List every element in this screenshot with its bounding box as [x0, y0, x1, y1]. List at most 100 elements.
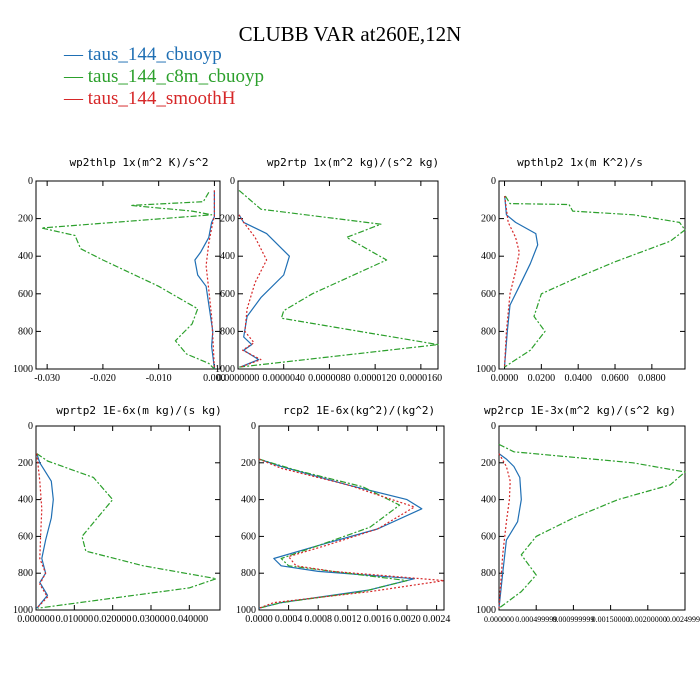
y-tick-label: 1000 — [236, 605, 256, 616]
series-line-taus_144_c8m_cbuoyp — [258, 458, 408, 609]
series-line-taus_144_cbuoyp — [194, 190, 215, 370]
panel-title-wp2rtp: wp2rtp 1x(m^2 kg)/(s^2 kg) — [266, 156, 440, 169]
y-tick-label: 1000 — [215, 364, 235, 375]
x-tick-label: 0.0000160 — [400, 373, 443, 384]
y-tick-label: 1000 — [13, 605, 33, 616]
x-tick-label: 0.0000000 — [217, 373, 260, 384]
x-tick-label: 0.0024 — [423, 614, 451, 625]
y-tick-label: 400 — [241, 495, 256, 506]
y-tick-label: 200 — [241, 458, 256, 469]
y-tick-label: 600 — [481, 289, 496, 300]
x-tick-label: 0.0000 — [245, 614, 273, 625]
x-tick-label: 0.030000 — [132, 614, 170, 625]
x-tick-label: 0.0000120 — [354, 373, 397, 384]
x-tick-label: 0.0000080 — [308, 373, 351, 384]
y-tick-label: 0 — [28, 421, 33, 432]
y-tick-label: 1000 — [13, 364, 33, 375]
y-tick-label: 800 — [481, 568, 496, 579]
y-tick-label: 800 — [18, 568, 33, 579]
x-tick-label: 0.00249999 — [666, 615, 700, 624]
y-tick-label: 200 — [18, 458, 33, 469]
x-tick-label: -0.030 — [34, 373, 60, 384]
x-tick-label: 0.0000 — [491, 373, 519, 384]
series-line-taus_144_c8m_cbuoyp — [36, 453, 217, 609]
x-tick-label: 0.00200000 — [629, 615, 667, 624]
y-tick-label: 400 — [18, 495, 33, 506]
x-tick-label: -0.020 — [90, 373, 116, 384]
legend-item-cbuoyp: — taus_144_cbuoyp — [64, 44, 222, 65]
x-tick-label: 0.000000 — [17, 614, 55, 625]
y-tick-label: 200 — [481, 458, 496, 469]
series-line-taus_144_smoothH — [36, 453, 49, 609]
y-tick-label: 400 — [481, 251, 496, 262]
x-tick-label: 0.040000 — [171, 614, 209, 625]
x-tick-label: 0.0000040 — [262, 373, 305, 384]
x-tick-label: 0.000000 — [484, 615, 514, 624]
x-tick-label: 0.020000 — [94, 614, 132, 625]
panel-2: 0.0000 0.0200 0.0400 0.0600 0.0800 0 200 400 600… — [476, 176, 686, 384]
legend-item-c8m-cbuoyp: — taus_144_c8m_cbuoyp — [64, 66, 265, 87]
plot-frame — [258, 425, 445, 611]
series-line-taus_144_smoothH — [258, 458, 445, 609]
legend-item-smoothh: — taus_144_smoothH — [64, 88, 236, 109]
panel-3: 0.000000 0.010000 0.020000 0.030000 0.040000… — [13, 421, 221, 625]
plot-frame — [237, 180, 439, 370]
series-line-taus_144_c8m_cbuoyp — [40, 191, 215, 370]
x-tick-label: 0.0200 — [528, 373, 556, 384]
x-tick-label: 0.0012 — [334, 614, 362, 625]
series-line-taus_144_smoothH — [205, 190, 215, 370]
y-tick-label: 1000 — [476, 605, 496, 616]
y-tick-label: 0 — [251, 421, 256, 432]
panel-title-wp2thlp: wp2thlp 1x(m^2 K)/s^2 — [69, 156, 209, 169]
y-tick-label: 0 — [28, 176, 33, 187]
x-tick-label: 0.010000 — [56, 614, 94, 625]
panel-4: 0.0000 0.0004 0.0008 0.0012 0.0016 0.0020 0.00… — [236, 421, 450, 625]
panel-0: -0.030 -0.020 -0.010 0.000 0 200 400 600 800 1000 — [13, 176, 226, 384]
x-tick-label: 0.000999999 — [552, 615, 594, 624]
y-tick-label: 0 — [491, 176, 496, 187]
series-line-taus_144_cbuoyp — [258, 458, 423, 609]
x-tick-label: 0.0020 — [393, 614, 421, 625]
y-tick-label: 0 — [230, 176, 235, 187]
series-line-taus_144_cbuoyp — [498, 453, 522, 609]
x-tick-label: 0.0008 — [304, 614, 332, 625]
y-tick-label: 600 — [220, 289, 235, 300]
x-tick-label: 0.0600 — [601, 373, 629, 384]
y-tick-label: 400 — [18, 251, 33, 262]
panel-5: 0.000000 0.0004999990.0009999990.00150000… — [476, 421, 700, 624]
y-tick-label: 400 — [220, 251, 235, 262]
y-tick-label: 0 — [491, 421, 496, 432]
y-tick-label: 800 — [220, 326, 235, 337]
series-line-taus_144_c8m_cbuoyp — [238, 189, 439, 368]
plot-frame — [498, 425, 686, 611]
y-tick-label: 600 — [241, 531, 256, 542]
y-tick-label: 800 — [241, 568, 256, 579]
y-tick-label: 600 — [18, 531, 33, 542]
series-line-taus_144_c8m_cbuoyp — [504, 195, 686, 368]
plot-frame — [498, 180, 686, 370]
y-tick-label: 200 — [18, 214, 33, 225]
series-line-taus_144_cbuoyp — [503, 195, 539, 368]
panel-title-wprtp2: wprtp2 1E-6x(m kg)/(s kg) — [56, 404, 222, 417]
y-tick-label: 200 — [220, 214, 235, 225]
panel-title-wp2rcp: wp2rcp 1E-3x(m^2 kg)/(s^2 kg) — [483, 404, 677, 417]
series-line-taus_144_smoothH — [498, 453, 511, 609]
y-tick-label: 800 — [481, 326, 496, 337]
series-line-taus_144_cbuoyp — [238, 214, 290, 368]
y-tick-label: 600 — [18, 289, 33, 300]
panel-title-wpthlp2: wpthlp2 1x(m K^2)/s — [517, 156, 643, 169]
y-tick-label: 1000 — [476, 364, 496, 375]
x-tick-label: 0.0016 — [364, 614, 392, 625]
page-title: CLUBB VAR at260E,12N — [238, 22, 462, 46]
series-line-taus_144_cbuoyp — [36, 453, 54, 609]
x-tick-label: 0.000499999 — [515, 615, 557, 624]
x-tick-label: 0.00150000 — [592, 615, 630, 624]
plot-frame — [35, 425, 221, 611]
x-tick-label: 0.0400 — [564, 373, 592, 384]
series-line-taus_144_c8m_cbuoyp — [498, 443, 686, 609]
panel-title-rcp2: rcp2 1E-6x(kg^2)/(kg^2) — [282, 404, 436, 417]
x-tick-label: 0.0800 — [638, 373, 666, 384]
series-line-taus_144_smoothH — [503, 195, 520, 368]
y-tick-label: 400 — [481, 495, 496, 506]
